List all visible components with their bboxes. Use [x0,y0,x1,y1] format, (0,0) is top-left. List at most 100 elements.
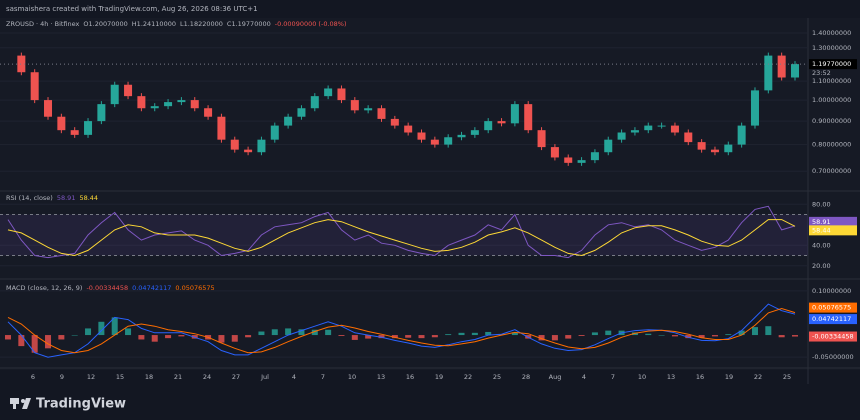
y-tick-label: 1.40000000 [812,29,851,37]
x-tick-label: 4 [292,373,296,381]
price-badge-label: 0.05076575 [812,304,851,312]
x-tick-label: 16 [406,373,414,381]
indicator-title: RSI (14, close) [6,194,53,202]
price-badge-label: 0.04742117 [812,315,851,323]
y-tick-label: 1.10000000 [812,77,851,85]
candle-body [364,108,373,111]
logo-part [22,398,31,409]
y-tick-label: -0.05000000 [812,353,854,361]
histogram-bar [298,329,305,336]
histogram-bar [645,333,652,336]
x-tick-label: 21 [174,373,182,381]
indicator-line [7,205,796,259]
indicator-value: -0.00334458 [86,284,128,292]
candle-body [297,108,306,117]
histogram-bar [151,335,158,342]
histogram-bar [4,335,12,340]
histogram-bar [45,335,52,349]
candle-body [84,121,93,135]
x-tick-label: 25 [493,373,501,381]
candle-body [737,125,746,145]
x-tick-label: 24 [203,373,211,381]
candle-body [244,149,253,153]
candle-body [230,139,239,150]
x-tick-label: 13 [667,373,675,381]
plot: 1.40000000 1.30000000 1.10000000 1.00000000… [0,20,857,381]
y-tick-label: 0.70000000 [812,167,851,175]
candle-body [670,125,679,133]
candle-body [310,96,319,109]
histogram-bar [711,335,718,337]
candle-body [124,84,133,97]
histogram-bar [391,335,398,339]
histogram-bar [165,335,172,339]
logo-part [21,399,25,403]
histogram-bar [71,335,78,336]
histogram-bar [258,331,265,336]
candle-body [537,130,546,148]
brand: TradingView [36,397,126,412]
ohlc-value: O1.20070000 [83,20,127,28]
candle-body [577,160,586,163]
x-tick-label: 19 [725,373,733,381]
histogram-bar [378,335,385,339]
ohlc-value: C1.19770000 [227,20,271,28]
candle-body [470,130,479,135]
histogram-bar [738,330,745,336]
candle-body [724,144,733,153]
price-badge-label: 58.91 [812,218,831,226]
histogram-bar [778,335,785,338]
candle-body [390,118,399,126]
histogram-bar [311,329,318,336]
histogram-bar [125,328,132,336]
candle-body [710,149,719,153]
price-badge [809,216,857,227]
indicator-line [7,219,796,257]
candle-body [644,125,653,131]
ohlc-value: -0.00090000 (-0.08%) [275,20,347,28]
price-badge [809,314,857,325]
logo [10,398,31,409]
candle-body [604,139,613,153]
candle-body [564,157,573,163]
x-tick-label: Jul [260,373,269,381]
x-tick-label: 7 [321,373,325,381]
price-badge [809,59,857,70]
histogram-bar [271,329,278,336]
histogram-bar [31,335,38,353]
histogram-bar [698,335,705,338]
histogram-bar [418,335,425,339]
histogram-bar [511,332,518,336]
candle-body [457,134,466,138]
candle-body [324,88,333,97]
histogram-bar [591,332,598,336]
candle-body [524,104,533,131]
candle-body [657,125,666,127]
candle-body [150,106,159,109]
histogram-bar [671,335,678,337]
candle-body [617,132,626,140]
candle-body [350,100,359,111]
histogram-bar [445,334,452,336]
candle-body [444,137,453,145]
x-tick-label: 7 [611,373,615,381]
candle-body [17,55,26,73]
y-tick-label: 40.00 [812,241,831,249]
candle-body [790,64,800,78]
candle-body [257,139,266,153]
x-tick-label: 4 [582,373,586,381]
x-tick-label: 19 [435,373,443,381]
indicator-title: MACD (close, 12, 26, 9) [6,284,82,292]
histogram-bar [18,335,25,347]
histogram-bar [791,335,799,337]
histogram-bar [725,334,732,336]
symbol: ZROUSD · 4h · Bitfinex [6,20,80,28]
candle-body [550,147,559,158]
price-badge-label: 1.19770000 [812,60,851,68]
histogram-bar [351,335,358,340]
countdown: 23:52 [812,69,831,77]
histogram-bar [565,335,572,339]
candle-body [110,84,119,105]
histogram-bar [578,335,585,336]
